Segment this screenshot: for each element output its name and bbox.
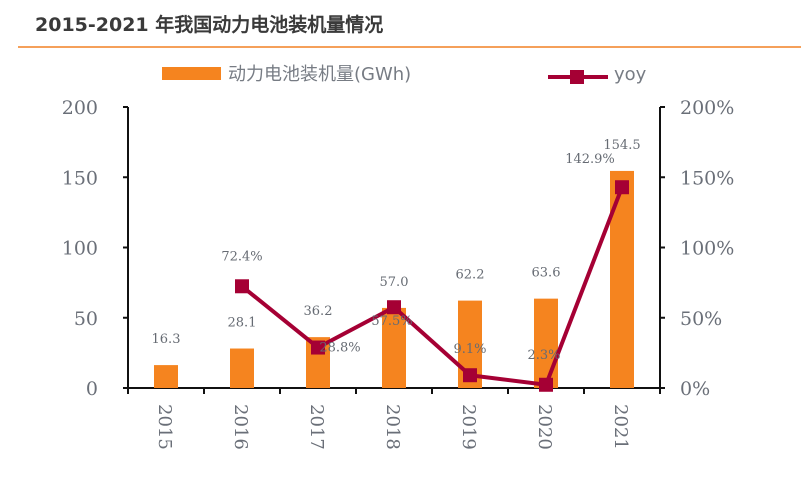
bar-value-label: 63.6 bbox=[532, 266, 561, 281]
bar-value-label: 57.0 bbox=[380, 275, 409, 290]
yoy-value-label: 2.3% bbox=[527, 348, 560, 363]
y-tick-label-left: 100 bbox=[62, 238, 98, 260]
y-tick-label-right: 50% bbox=[680, 308, 722, 330]
chart-title: 2015-2021 年我国动力电池装机量情况 bbox=[35, 14, 384, 36]
bar bbox=[230, 348, 254, 388]
bar bbox=[534, 298, 558, 388]
yoy-value-label: 72.4% bbox=[221, 249, 262, 264]
x-axis: 2015 2016 2017 2018 2019 2020 2021 bbox=[123, 387, 665, 450]
bar bbox=[154, 365, 178, 388]
yoy-marker bbox=[615, 180, 629, 195]
bar-value-label: 62.2 bbox=[456, 268, 485, 283]
yoy-line bbox=[240, 186, 624, 387]
y-tick-label-right: 100% bbox=[680, 238, 734, 260]
y-axis-right: 0% 50% 100% 150% 200% bbox=[659, 97, 734, 400]
x-tick-label: 2016 bbox=[230, 404, 251, 450]
y-tick-label-left: 150 bbox=[62, 167, 98, 189]
bar-value-label: 28.1 bbox=[228, 316, 257, 331]
bar-labels: 16.3 28.1 36.2 57.0 62.2 63.6 154.5 bbox=[152, 138, 641, 347]
bar-value-label: 36.2 bbox=[304, 304, 333, 319]
title-underline bbox=[18, 46, 801, 48]
x-tick-label: 2021 bbox=[610, 404, 631, 450]
yoy-labels: 72.4% 28.8% 57.5% 9.1% 2.3% 142.9% bbox=[221, 152, 614, 363]
bar bbox=[610, 170, 634, 388]
yoy-value-label: 9.1% bbox=[453, 342, 486, 357]
yoy-marker bbox=[235, 279, 249, 294]
y-axis-left: 0 50 100 150 200 bbox=[62, 97, 129, 400]
yoy-marker bbox=[463, 368, 477, 383]
y-tick-label-right: 150% bbox=[680, 167, 734, 189]
y-tick-label-left: 50 bbox=[74, 308, 98, 330]
x-tick-label: 2018 bbox=[382, 404, 403, 450]
yoy-value-label: 142.9% bbox=[565, 152, 615, 167]
x-tick-label: 2020 bbox=[534, 404, 555, 450]
legend: 动力电池装机量(GWh) yoy bbox=[162, 64, 647, 85]
yoy-marker bbox=[311, 340, 325, 355]
yoy-marker bbox=[539, 377, 553, 392]
y-tick-label-right: 200% bbox=[680, 97, 734, 119]
yoy-series bbox=[235, 180, 629, 392]
bar bbox=[382, 307, 406, 388]
x-tick-label: 2019 bbox=[458, 404, 479, 450]
y-tick-label-left: 200 bbox=[62, 97, 98, 119]
yoy-value-label: 57.5% bbox=[371, 314, 412, 329]
yoy-value-label: 28.8% bbox=[319, 341, 360, 356]
x-tick-label: 2015 bbox=[154, 404, 175, 450]
bar-value-label: 154.5 bbox=[603, 138, 640, 153]
legend-line-label: yoy bbox=[614, 64, 647, 85]
y-tick-label-right: 0% bbox=[680, 378, 710, 400]
y-tick-label-left: 0 bbox=[86, 378, 98, 400]
legend-bar-swatch bbox=[162, 67, 221, 80]
yoy-marker bbox=[387, 300, 401, 315]
x-tick-label: 2017 bbox=[306, 404, 327, 450]
legend-bar-label: 动力电池装机量(GWh) bbox=[228, 64, 411, 85]
bar-value-label: 16.3 bbox=[152, 332, 181, 347]
legend-line-marker bbox=[570, 70, 584, 84]
